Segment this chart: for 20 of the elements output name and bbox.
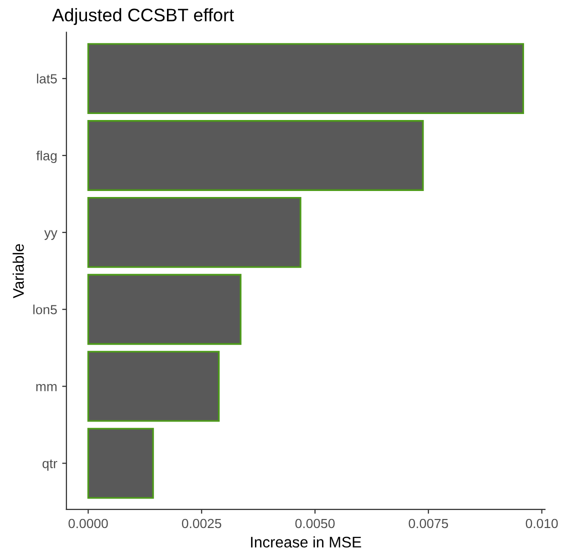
y-tick-label: mm <box>36 384 57 392</box>
x-tick-label: 0.0000 <box>68 518 108 528</box>
x-tick-label: 0.0075 <box>408 518 448 528</box>
y-tick-label: lon5 <box>33 304 57 314</box>
y-tick-label: flag <box>36 150 57 164</box>
bar <box>87 350 220 422</box>
x-tick-label: 0.010 <box>526 518 558 528</box>
x-tick-label: 0.0050 <box>295 518 335 528</box>
y-tick-label: yy <box>44 230 58 240</box>
x-tick-label: 0.0025 <box>182 518 222 528</box>
bar <box>87 120 424 191</box>
bar <box>87 196 302 268</box>
y-tick-label: lat5 <box>37 74 57 84</box>
x-axis-title: Increase in MSE <box>251 536 362 548</box>
bar <box>87 43 524 114</box>
y-tick-label: qtr <box>42 460 58 471</box>
bar <box>87 428 154 499</box>
chart-title: Adjusted CCSBT effort <box>52 8 234 25</box>
y-axis-title: Variable <box>12 244 24 298</box>
bar <box>87 274 242 345</box>
